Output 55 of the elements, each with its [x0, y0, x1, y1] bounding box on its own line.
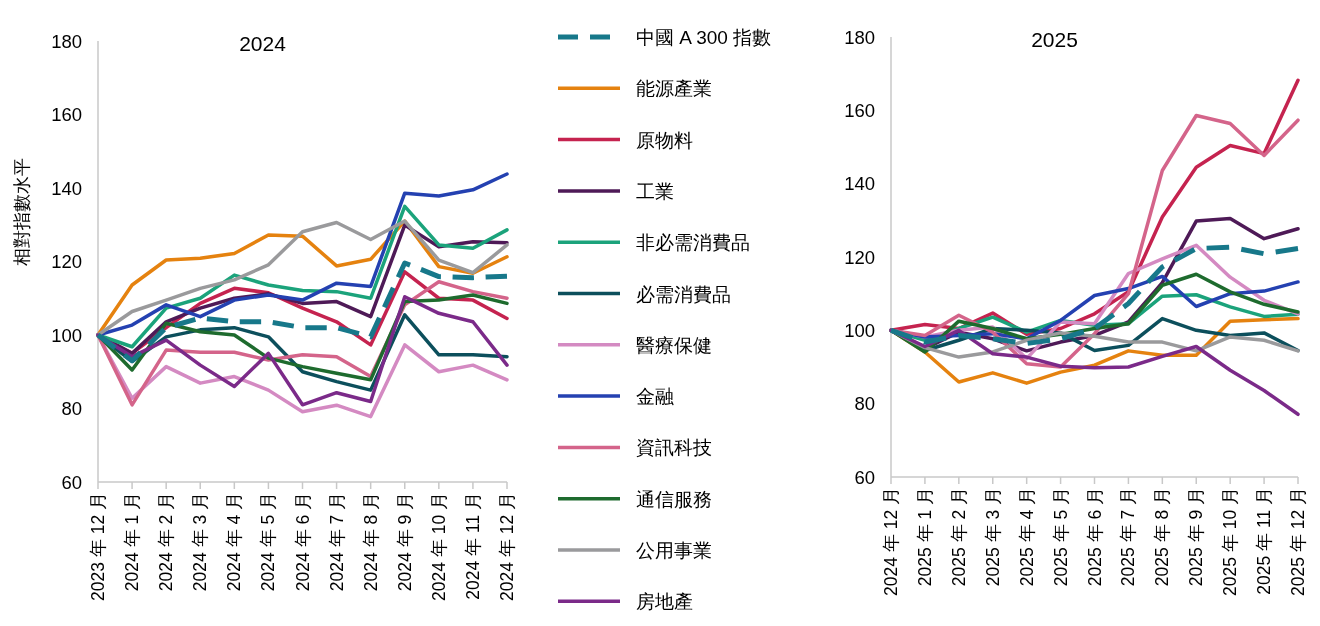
- y-tick-label: 120: [844, 246, 875, 268]
- x-tick-label: 2024 年 5 月: [258, 492, 279, 592]
- x-tick-label: 2023 年 12 月: [88, 492, 108, 601]
- x-tick-label: 2025 年 2 月: [948, 487, 969, 587]
- y-tick-label: 60: [854, 466, 875, 488]
- y-tick-label: 60: [61, 471, 82, 493]
- x-tick-label: 2024 年 10 月: [428, 492, 449, 601]
- x-tick-label: 2025 年 11 月: [1254, 487, 1275, 595]
- x-tick-label: 2025 年 9 月: [1186, 487, 1207, 587]
- x-tick-label: 2025 年 3 月: [982, 487, 1003, 587]
- chart-title: 2025: [1031, 28, 1078, 51]
- x-tick-label: 2025 年 6 月: [1084, 487, 1105, 587]
- x-tick-label: 2024 年 2 月: [156, 492, 177, 592]
- legend-label: 原物料: [636, 129, 693, 151]
- x-tick-label: 2024 年 6 月: [292, 492, 313, 592]
- legend-label: 能源產業: [636, 78, 712, 100]
- y-tick-label: 140: [844, 173, 875, 195]
- y-axis-title: 相對指數水平: [12, 157, 32, 266]
- legend-label: 資訊科技: [636, 437, 712, 459]
- legend-label: 醫療保健: [636, 334, 712, 356]
- x-tick-label: 2025 年 12 月: [1288, 487, 1308, 596]
- legend-label: 公用事業: [636, 540, 712, 561]
- x-tick-label: 2025 年 4 月: [1016, 487, 1037, 587]
- x-tick-label: 2024 年 4 月: [224, 492, 245, 592]
- legend-label: 中國 A 300 指數: [636, 27, 772, 48]
- y-tick-label: 80: [61, 398, 82, 419]
- chart-title: 2024: [239, 32, 287, 55]
- x-tick-label: 2024 年 12 月: [881, 487, 901, 596]
- y-tick-label: 180: [844, 26, 875, 48]
- x-tick-label: 2024 年 7 月: [326, 492, 347, 592]
- legend-label: 必需消費品: [636, 283, 731, 305]
- x-tick-label: 2025 年 5 月: [1050, 487, 1071, 587]
- legend-label: 金融: [636, 386, 674, 408]
- y-tick-label: 180: [51, 30, 82, 52]
- legend-label: 房地產: [636, 591, 693, 613]
- x-tick-label: 2025 年 7 月: [1118, 487, 1139, 587]
- x-tick-label: 2025 年 8 月: [1152, 487, 1173, 587]
- y-tick-label: 100: [844, 319, 875, 341]
- y-tick-label: 100: [51, 324, 82, 346]
- x-tick-label: 2024 年 12 月: [497, 492, 517, 601]
- x-tick-label: 2025 年 10 月: [1220, 487, 1241, 596]
- y-tick-label: 160: [844, 99, 875, 121]
- legend-label: 非必需消費品: [636, 232, 750, 254]
- legend-label: 工業: [636, 180, 674, 202]
- y-tick-label: 80: [854, 393, 875, 415]
- x-tick-label: 2024 年 3 月: [190, 492, 211, 592]
- legend-label: 通信服務: [636, 488, 712, 510]
- y-tick-label: 160: [51, 104, 82, 125]
- y-tick-label: 120: [51, 251, 82, 272]
- x-tick-label: 2024 年 1 月: [122, 492, 143, 592]
- x-tick-label: 2025 年 1 月: [914, 487, 935, 587]
- x-tick-label: 2024 年 8 月: [360, 492, 381, 592]
- x-tick-label: 2024 年 11 月: [462, 492, 483, 600]
- y-tick-label: 140: [51, 177, 82, 199]
- x-tick-label: 2024 年 9 月: [394, 492, 415, 592]
